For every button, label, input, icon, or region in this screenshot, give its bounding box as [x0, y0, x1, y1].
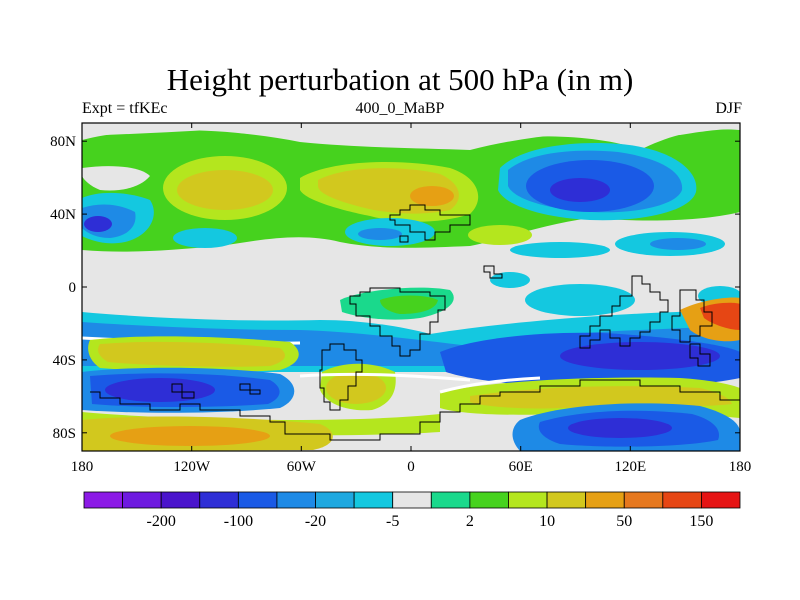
coastlines [90, 204, 740, 441]
colorbar-swatch [585, 491, 625, 509]
height-perturbation-field [82, 123, 740, 451]
lon-tick-label: 0 [407, 459, 415, 475]
lat-tick-label: 40S [53, 353, 76, 369]
lon-tick-label: 180 [71, 459, 94, 475]
colorbar-swatch [662, 491, 702, 509]
axis-ticks [81, 123, 741, 451]
colorbar-swatch [160, 491, 201, 509]
colorbar-swatch [315, 491, 355, 509]
colorbar-label: -20 [305, 513, 326, 530]
colorbar-swatch [701, 491, 741, 509]
colorbar-label: -200 [147, 513, 176, 530]
lat-tick-label: 0 [69, 280, 77, 296]
lon-tick-label: 120W [173, 459, 211, 475]
colorbar-label: -100 [224, 513, 253, 530]
lon-tick-label: 60W [287, 459, 317, 475]
colorbar-label: 2 [466, 513, 474, 530]
colorbar [83, 491, 741, 509]
colorbar-swatch [276, 491, 316, 509]
colorbar-label: -5 [386, 513, 399, 530]
lat-tick-label: 80N [50, 134, 76, 150]
colorbar-swatch [392, 491, 432, 509]
lon-tick-label: 120E [614, 459, 646, 475]
colorbar-swatch [83, 491, 123, 509]
colorbar-swatch [122, 491, 162, 509]
experiment-label: Expt = tfKEc [82, 100, 168, 117]
colorbar-label: 50 [616, 513, 632, 530]
colorbar-swatch [546, 491, 587, 509]
plot-title: Height perturbation at 500 hPa (in m) [166, 62, 634, 97]
colorbar-swatch [430, 491, 471, 509]
lat-tick-label: 40N [50, 207, 76, 223]
run-label: 400_0_MaBP [355, 100, 445, 117]
colorbar-swatch [508, 491, 548, 509]
colorbar-labels: -200 -100 -20 -5 2 10 50 150 [147, 513, 714, 530]
lat-tick-label: 80S [53, 426, 76, 442]
lon-tick-label: 180 [729, 459, 752, 475]
lon-tick-label: 60E [509, 459, 533, 475]
colorbar-label: 10 [539, 513, 555, 530]
season-label: DJF [715, 100, 742, 117]
colorbar-swatch [237, 491, 278, 509]
colorbar-swatch [199, 491, 239, 509]
colorbar-swatch [353, 491, 394, 509]
colorbar-swatch [469, 491, 509, 509]
colorbar-label: 150 [689, 513, 713, 530]
colorbar-swatch [623, 491, 664, 509]
